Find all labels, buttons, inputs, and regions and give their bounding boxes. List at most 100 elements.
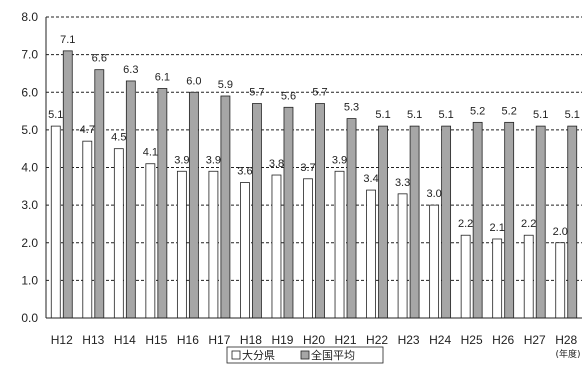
bar-national — [188, 91, 199, 319]
bars — [50, 50, 578, 319]
value-label-national: 5.1 — [407, 109, 422, 121]
legend-swatch-oita — [231, 350, 241, 360]
bar-oita — [50, 125, 61, 319]
value-label-oita: 2.1 — [490, 222, 505, 234]
value-label-oita: 3.9 — [206, 154, 221, 166]
value-label-oita: 3.6 — [237, 166, 252, 178]
value-label-national: 5.6 — [281, 90, 296, 102]
x-tick-label: H23 — [398, 333, 420, 347]
value-label-national: 5.1 — [375, 109, 390, 121]
value-label-national: 5.7 — [249, 87, 264, 99]
bar-oita — [460, 234, 471, 319]
value-label-national: 5.2 — [502, 105, 517, 117]
bar-oita — [429, 204, 440, 319]
legend-label-national: 全国平均 — [311, 348, 355, 362]
value-label-national: 5.1 — [438, 109, 453, 121]
bar-national — [157, 88, 168, 319]
x-axis-unit: (年度) — [555, 348, 580, 360]
value-label-national: 5.1 — [565, 109, 580, 121]
bar-national — [346, 118, 357, 319]
bar-national — [252, 103, 262, 319]
x-tick-label: H15 — [145, 333, 167, 347]
bar-national — [378, 125, 388, 319]
bar-national — [125, 80, 136, 319]
value-label-national: 6.6 — [92, 53, 107, 65]
x-tick-label: H13 — [82, 333, 104, 347]
x-tick-label: H19 — [271, 333, 293, 347]
bar-national — [441, 125, 452, 319]
value-label-national: 6.0 — [186, 75, 201, 87]
x-tick-label: H17 — [208, 333, 230, 347]
bar-oita — [334, 170, 345, 319]
x-tick-label: H20 — [303, 333, 325, 347]
x-tick-label: H28 — [555, 333, 577, 347]
value-label-national: 5.9 — [218, 79, 233, 91]
bar-national — [283, 106, 294, 319]
x-tick-label: H27 — [524, 333, 546, 347]
value-label-oita: 4.7 — [80, 124, 95, 136]
x-tick-label: H25 — [461, 333, 483, 347]
bar-oita — [492, 238, 503, 319]
bar-oita — [303, 178, 313, 319]
value-labels: 5.1 7.1 4.7 6.6 4.5 6.3 4.1 6.1 3.9 6.0 3.9 5.9 3.6 5… — [48, 34, 580, 238]
legend-label-oita: 大分県 — [242, 348, 275, 362]
y-tick-label: 4.0 — [21, 161, 38, 175]
value-label-oita: 2.0 — [553, 226, 568, 238]
value-label-national: 5.1 — [533, 109, 548, 121]
value-label-oita: 3.0 — [426, 188, 441, 200]
bar-oita — [523, 234, 534, 319]
value-label-oita: 2.2 — [458, 218, 473, 230]
bar-national — [220, 95, 231, 319]
bar-national — [409, 125, 420, 319]
bar-national — [94, 69, 105, 319]
x-tick-label: H16 — [177, 333, 199, 347]
y-tick-label: 1.0 — [21, 273, 38, 287]
bar-national — [315, 103, 325, 319]
y-tick-label: 7.0 — [21, 48, 38, 62]
bar-national — [504, 121, 515, 319]
x-tick-label: H24 — [429, 333, 451, 347]
bar-national — [62, 50, 73, 319]
bar-oita — [208, 170, 219, 319]
legend: 大分県 全国平均 — [226, 346, 384, 364]
y-tick-label: 5.0 — [21, 123, 38, 137]
y-tick-label: 3.0 — [21, 198, 38, 212]
bar-oita — [366, 189, 376, 319]
value-label-oita: 3.7 — [300, 162, 315, 174]
value-label-national: 5.7 — [312, 87, 327, 99]
y-tick-label: 2.0 — [21, 236, 38, 250]
bar-oita — [113, 148, 124, 319]
x-tick-label: H12 — [51, 333, 73, 347]
bar-oita — [240, 182, 250, 319]
value-label-oita: 4.5 — [111, 132, 126, 144]
x-tick-label: H21 — [335, 333, 357, 347]
value-label-oita: 3.9 — [332, 154, 347, 166]
x-tick-label: H18 — [240, 333, 262, 347]
bar-oita — [145, 163, 156, 319]
value-label-national: 7.1 — [60, 34, 75, 46]
bar-national — [567, 125, 578, 319]
value-label-oita: 5.1 — [48, 109, 63, 121]
value-label-national: 6.1 — [155, 71, 170, 83]
value-label-oita: 3.4 — [363, 173, 378, 185]
axes: 0.0 1.0 2.0 3.0 4.0 5.0 6.0 7.0 8.0 H12 H13 H14 H15 H… — [21, 10, 582, 347]
bar-national — [535, 125, 546, 319]
value-label-oita: 3.9 — [174, 154, 189, 166]
bar-oita — [271, 174, 282, 319]
value-label-oita: 3.8 — [269, 158, 284, 170]
y-tick-label: 0.0 — [21, 311, 38, 325]
value-label-national: 5.2 — [470, 105, 485, 117]
value-label-oita: 4.1 — [143, 147, 158, 159]
value-label-national: 6.3 — [123, 64, 138, 76]
x-tick-label: H14 — [114, 333, 136, 347]
bar-oita — [555, 242, 566, 319]
value-label-oita: 3.3 — [395, 177, 410, 189]
bar-oita — [397, 193, 408, 319]
x-tick-label: H26 — [492, 333, 514, 347]
x-tick-label: H22 — [366, 333, 388, 347]
legend-swatch-national — [300, 350, 310, 360]
y-tick-label: 8.0 — [21, 10, 38, 24]
bar-national — [472, 121, 483, 319]
bar-oita — [82, 140, 93, 319]
